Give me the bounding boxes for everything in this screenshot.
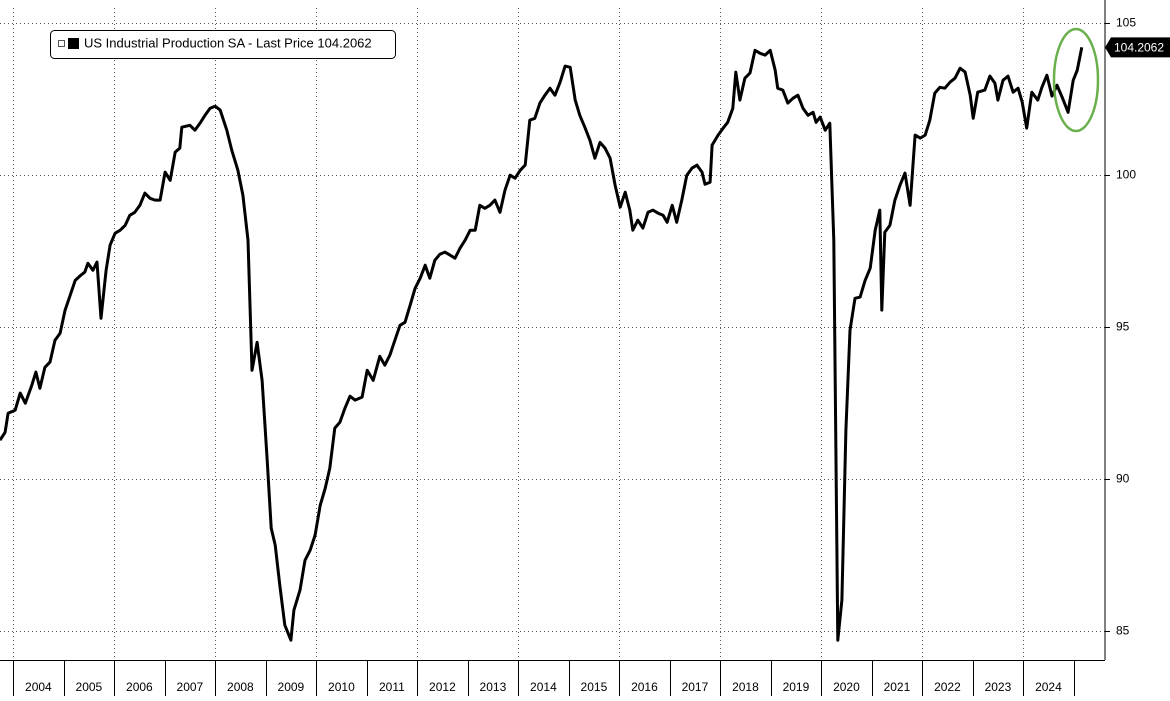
legend-box [50, 30, 396, 59]
x-tick-label: 2007 [177, 680, 204, 694]
y-tick-label: 100 [1116, 168, 1136, 182]
plot [0, 47, 1084, 642]
grid [0, 8, 1105, 660]
x-tick-label: 2010 [328, 680, 355, 694]
x-tick-label: 2024 [1035, 680, 1062, 694]
x-tick-label: 2020 [833, 680, 860, 694]
legend-last-price-label: - Last Price [248, 36, 314, 51]
x-tick-label: 2014 [530, 680, 557, 694]
x-tick-label: 2009 [278, 680, 305, 694]
legend-series-name: US Industrial Production SA [84, 36, 245, 51]
legend-toggle[interactable] [58, 40, 65, 47]
x-tick-label: 2018 [732, 680, 759, 694]
x-tick-label: 2005 [76, 680, 103, 694]
y-tick-label: 85 [1116, 624, 1130, 638]
x-tick-label: 2019 [783, 680, 810, 694]
last-price-label: 104.2062 [1114, 40, 1164, 54]
legend-swatch [68, 38, 79, 49]
x-tick-label: 2013 [480, 680, 507, 694]
x-tick-label: 2004 [25, 680, 52, 694]
series-line [0, 47, 1084, 642]
y-tick-label: 105 [1116, 16, 1136, 30]
x-tick-label: 2021 [884, 680, 911, 694]
x-tick-label: 2022 [934, 680, 961, 694]
x-tick-label: 2006 [126, 680, 153, 694]
y-tick-label: 90 [1116, 472, 1130, 486]
legend-last-price: 104.2062 [317, 36, 371, 51]
x-tick-label: 2008 [227, 680, 254, 694]
legend-label: US Industrial Production SA - Last Price… [84, 36, 372, 51]
highlight-ellipse [1052, 27, 1100, 133]
x-tick-label: 2023 [985, 680, 1012, 694]
y-tick-label: 95 [1116, 320, 1130, 334]
x-tick-label: 2016 [631, 680, 658, 694]
x-tick-label: 2017 [682, 680, 709, 694]
legend: US Industrial Production SA - Last Price… [50, 30, 396, 59]
x-tick-label: 2011 [379, 680, 405, 694]
x-tick-label: 2015 [581, 680, 608, 694]
x-tick-label: 2012 [429, 680, 456, 694]
last-price-tag [1105, 37, 1170, 58]
